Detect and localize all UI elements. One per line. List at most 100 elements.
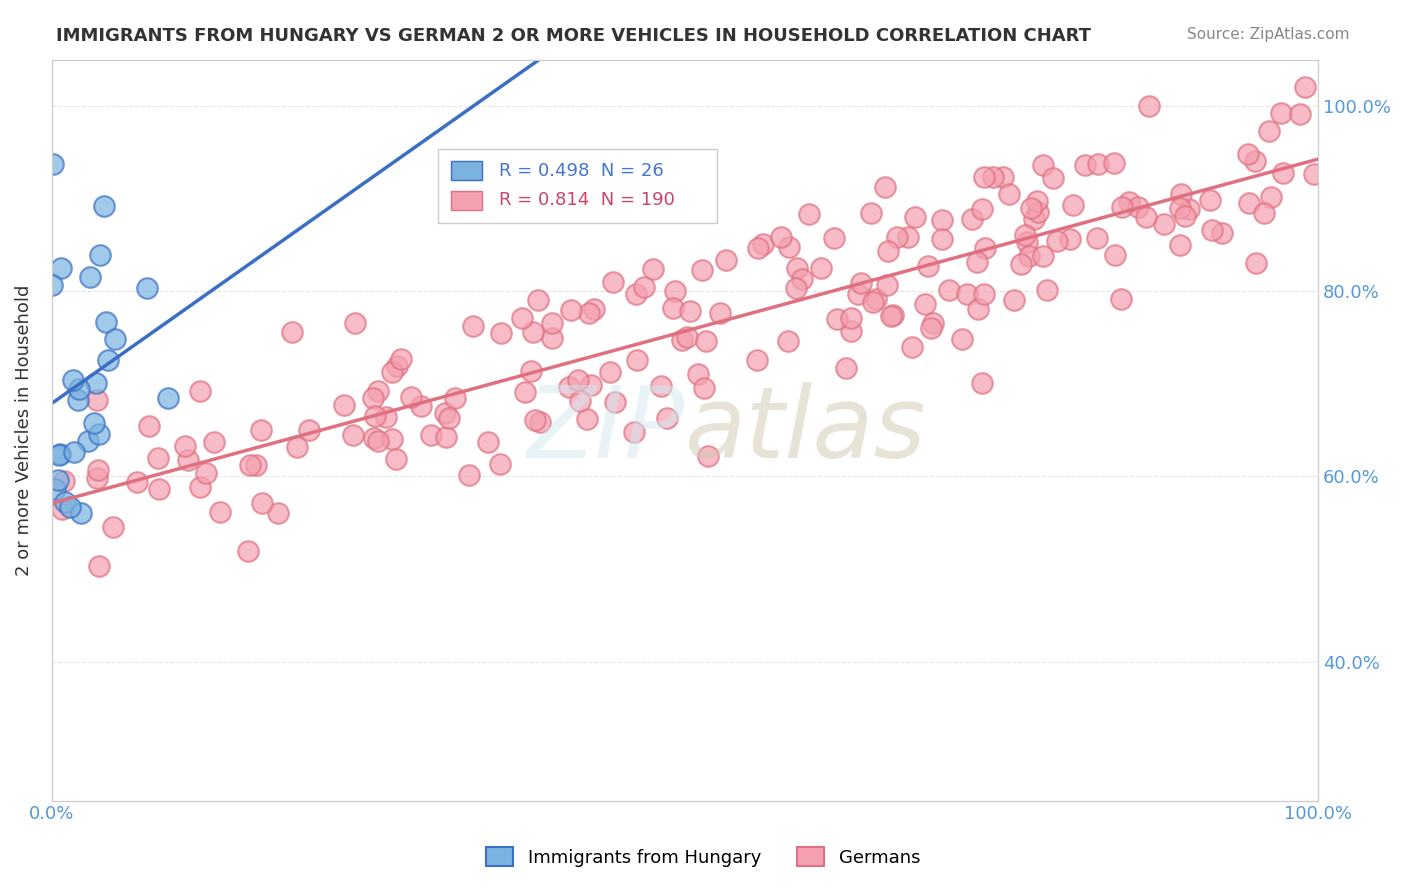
Point (1168, 237, 1191, 252)
Point (747, 353, 769, 368)
Point (49, 447, 72, 461)
Point (389, 352, 412, 367)
Point (281, 325, 304, 339)
Point (461, 319, 484, 334)
Point (381, 365, 404, 379)
FancyBboxPatch shape (451, 191, 482, 210)
Point (880, 309, 903, 323)
Point (419, 427, 441, 442)
Point (48, 448, 70, 462)
Point (84, 376, 107, 391)
Point (921, 316, 943, 330)
Point (1111, 292, 1133, 306)
Point (1059, 232, 1081, 246)
Text: ZIP: ZIP (527, 382, 685, 479)
Point (650, 379, 672, 393)
Point (1288, 107, 1310, 121)
Point (970, 376, 993, 390)
Point (285, 441, 308, 455)
Point (1032, 249, 1054, 263)
Legend: Immigrants from Hungary, Germans: Immigrants from Hungary, Germans (479, 840, 927, 874)
Point (86, 471, 108, 485)
Point (53, 495, 76, 509)
Point (41, 277, 63, 292)
Point (938, 283, 960, 297)
Point (87, 559, 110, 574)
Point (576, 412, 599, 426)
FancyBboxPatch shape (451, 161, 482, 180)
Point (333, 398, 356, 412)
Point (859, 206, 882, 220)
Point (569, 394, 592, 409)
Point (920, 321, 942, 335)
Point (1257, 124, 1279, 138)
Point (917, 259, 939, 273)
Point (79, 270, 101, 285)
Point (579, 377, 602, 392)
Point (633, 280, 655, 294)
Point (786, 260, 808, 275)
Point (956, 287, 979, 301)
Point (1270, 106, 1292, 120)
Point (541, 316, 564, 330)
Text: R = 0.498  N = 26: R = 0.498 N = 26 (499, 161, 664, 180)
Point (63, 444, 86, 458)
Point (776, 334, 799, 349)
Point (86, 393, 108, 408)
Point (1237, 146, 1260, 161)
Point (709, 306, 731, 320)
Point (558, 380, 581, 394)
Point (385, 452, 408, 467)
Point (148, 450, 170, 465)
Point (1087, 157, 1109, 171)
Point (966, 254, 988, 268)
Point (457, 467, 479, 482)
Point (839, 324, 862, 338)
Point (58, 500, 80, 514)
FancyBboxPatch shape (439, 149, 717, 223)
Point (747, 241, 769, 255)
Point (1046, 235, 1069, 249)
Text: R = 0.814  N = 190: R = 0.814 N = 190 (499, 192, 675, 210)
Point (298, 423, 321, 437)
Point (1118, 194, 1140, 209)
Point (1302, 168, 1324, 182)
Point (52, 474, 75, 488)
Point (94, 315, 117, 329)
Point (1074, 158, 1097, 172)
Point (790, 272, 813, 286)
Point (135, 280, 157, 294)
Point (1253, 206, 1275, 220)
Point (1174, 209, 1197, 223)
Point (997, 187, 1019, 202)
Point (1010, 257, 1032, 271)
Point (873, 179, 896, 194)
Point (1032, 158, 1054, 172)
Point (433, 406, 456, 420)
Text: Source: ZipAtlas.com: Source: ZipAtlas.com (1187, 27, 1350, 42)
Point (846, 287, 869, 301)
Point (477, 434, 499, 449)
Point (411, 399, 433, 413)
Point (882, 308, 904, 322)
Point (862, 294, 884, 309)
Point (877, 244, 900, 259)
Point (510, 310, 533, 325)
Point (524, 413, 547, 427)
Point (194, 466, 217, 480)
Point (1018, 249, 1040, 263)
Point (662, 301, 685, 316)
Point (1137, 99, 1160, 113)
Point (342, 428, 364, 442)
Point (367, 384, 389, 398)
Point (491, 326, 513, 340)
Point (1211, 226, 1233, 240)
Point (657, 411, 679, 425)
Point (46, 473, 69, 487)
Point (89, 427, 111, 442)
Point (827, 312, 849, 326)
Point (578, 306, 600, 320)
Point (671, 333, 693, 347)
Point (690, 262, 713, 277)
Point (839, 310, 862, 325)
